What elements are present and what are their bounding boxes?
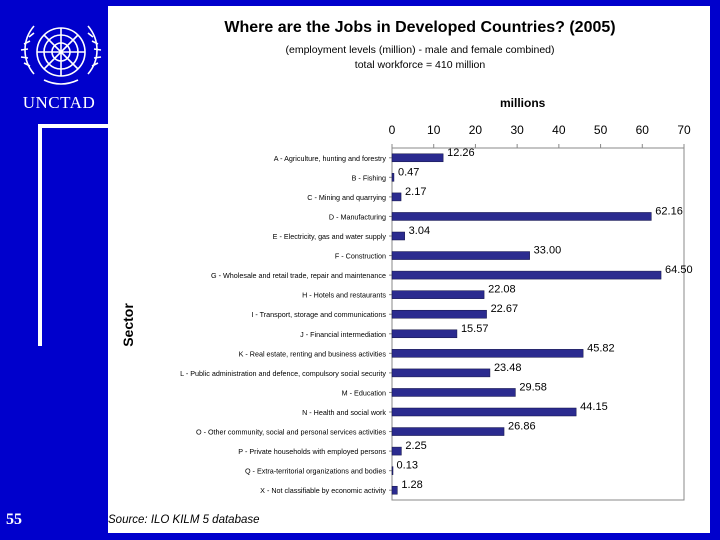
value-label: 0.47: [398, 166, 419, 178]
bar: [391, 466, 394, 475]
value-label: 62.16: [655, 205, 683, 217]
source-note: Source: ILO KILM 5 database: [108, 514, 260, 526]
value-label: 44.15: [580, 401, 608, 413]
bar: [391, 329, 458, 339]
category-label: K - Real estate, renting and business ac…: [239, 349, 387, 358]
org-label: UNCTAD: [22, 93, 96, 112]
bar: [391, 173, 395, 182]
category-label: I - Transport, storage and communication…: [251, 310, 386, 319]
bar: [391, 427, 505, 436]
category-label: X - Not classifiable by economic activit…: [260, 486, 386, 495]
bar: [391, 270, 662, 280]
category-label: J - Financial intermediation: [300, 330, 386, 339]
chart-panel: Where are the Jobs in Developed Countrie…: [108, 6, 710, 533]
x-tick-label: 20: [469, 123, 483, 137]
bar: [391, 446, 402, 456]
bar: [391, 349, 584, 358]
category-label: D - Manufacturing: [329, 212, 386, 221]
x-tick-label: 10: [427, 123, 441, 137]
chart-subtitle: (employment levels (million) - male and …: [200, 43, 640, 73]
category-label: B - Fishing: [352, 173, 386, 182]
bar: [391, 368, 491, 378]
category-label: F - Construction: [335, 252, 386, 261]
value-label: 64.50: [665, 264, 693, 276]
category-label: G - Wholesale and retail trade, repair a…: [211, 271, 386, 280]
value-label: 22.08: [488, 284, 516, 296]
x-tick-label: 70: [677, 123, 691, 137]
value-label: 45.82: [587, 342, 615, 354]
value-label: 12.26: [447, 147, 475, 159]
category-label: H - Hotels and restaurants: [302, 291, 386, 300]
slide-number: 55: [6, 511, 22, 528]
bar: [391, 251, 530, 260]
value-label: 23.48: [494, 362, 522, 374]
value-label: 2.25: [405, 440, 426, 452]
decorative-rule-horizontal: [38, 124, 108, 128]
bar: [391, 153, 444, 163]
value-label: 3.04: [409, 225, 430, 237]
decorative-rule-vertical: [38, 124, 42, 346]
x-tick-label: 50: [594, 123, 608, 137]
bar: [391, 290, 485, 299]
bar: [391, 192, 402, 202]
value-label: 33.00: [534, 245, 562, 257]
bar: [391, 309, 487, 319]
category-label: N - Health and social work: [302, 408, 386, 417]
bar: [391, 485, 398, 495]
value-label: 29.58: [519, 381, 547, 393]
x-tick-label: 60: [636, 123, 650, 137]
chart-title: Where are the Jobs in Developed Countrie…: [224, 19, 616, 36]
x-axis-title: millions: [500, 96, 546, 110]
value-label: 2.17: [405, 186, 426, 198]
category-label: O - Other community, social and personal…: [196, 428, 386, 437]
value-label: 15.57: [461, 323, 489, 335]
category-label: L - Public administration and defence, c…: [180, 369, 386, 378]
x-tick-label: 30: [510, 123, 524, 137]
un-emblem-icon: [20, 25, 102, 85]
plot-frame: [391, 147, 685, 501]
category-label: M - Education: [342, 388, 386, 397]
bar-chart: 0 10 20 30 40 50 60 70 A - Agriculture, hunting …: [180, 123, 693, 501]
value-label: 26.86: [508, 421, 536, 433]
x-tick-label: 0: [389, 123, 396, 137]
category-label: A - Agriculture, hunting and forestry: [274, 154, 387, 163]
bar: [391, 231, 405, 241]
chart-subtitle-line-2: total workforce = 410 million: [354, 59, 486, 71]
bar: [391, 407, 577, 417]
x-tick-label: 40: [552, 123, 566, 137]
bar: [391, 212, 652, 221]
chart-subtitle-line-1: (employment levels (million) - male and …: [285, 44, 555, 56]
category-label: Q - Extra-territorial organizations and …: [245, 467, 386, 476]
value-label: 22.67: [491, 303, 519, 315]
value-label: 0.13: [397, 460, 418, 472]
bar: [391, 388, 516, 397]
category-label: P - Private households with employed per…: [238, 447, 386, 456]
value-label: 1.28: [401, 479, 422, 491]
category-label: E - Electricity, gas and water supply: [273, 232, 387, 241]
category-label: C - Mining and quarrying: [307, 193, 386, 202]
